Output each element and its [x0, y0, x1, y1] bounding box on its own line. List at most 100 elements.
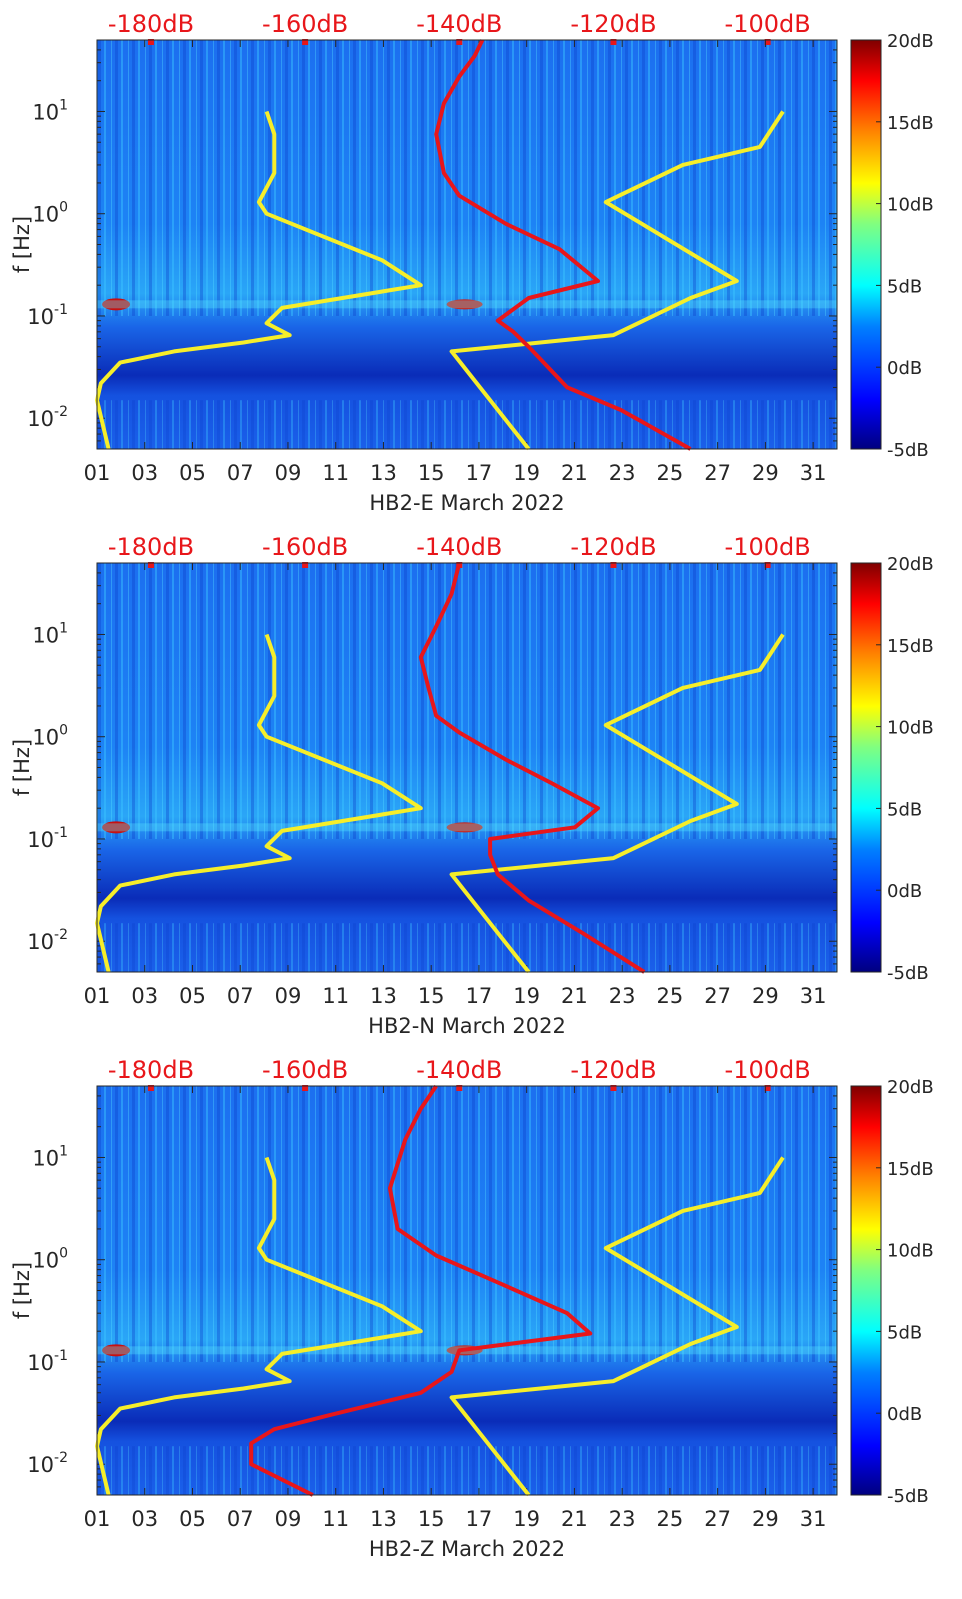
x-tick-label: 19	[513, 461, 540, 485]
colorbar	[850, 1085, 882, 1496]
spectrogram-texture	[97, 923, 837, 972]
x-tick-label: 09	[275, 1507, 302, 1531]
x-tick-label: 21	[561, 461, 588, 485]
x-tick-label: 31	[800, 984, 827, 1008]
x-tick-label: 11	[322, 984, 349, 1008]
x-tick-label: 09	[275, 461, 302, 485]
x-tick-label: 27	[704, 1507, 731, 1531]
x-tick-label: 13	[370, 461, 397, 485]
x-tick-label: 19	[513, 984, 540, 1008]
colorbar-tick-label: 20dB	[887, 31, 934, 52]
x-tick-label: 29	[752, 984, 779, 1008]
x-tick-label: 19	[513, 1507, 540, 1531]
x-tick-label: 17	[466, 1507, 493, 1531]
top-axis-tick	[610, 562, 617, 568]
top-axis-tick	[147, 39, 154, 45]
x-axis-label: HB2-N March 2022	[368, 1014, 566, 1038]
x-tick-label: 25	[657, 461, 684, 485]
x-axis-label: HB2-Z March 2022	[369, 1537, 565, 1561]
x-tick-label: 05	[179, 984, 206, 1008]
colorbar-tick-label: 20dB	[887, 1077, 934, 1098]
y-tick-label: 100	[32, 723, 68, 750]
x-tick-label: 31	[800, 1507, 827, 1531]
x-tick-label: 07	[227, 984, 254, 1008]
top-axis-tick	[610, 39, 617, 45]
x-tick-label: 29	[752, 461, 779, 485]
x-tick-label: 03	[131, 1507, 158, 1531]
microseism-hotspot	[102, 1344, 131, 1357]
colorbar-tick-label: 5dB	[887, 799, 922, 820]
colorbar-tick-label: 10dB	[887, 195, 934, 216]
colorbar-tick-label: 15dB	[887, 113, 934, 134]
top-axis-tick	[764, 1085, 771, 1091]
x-tick-label: 07	[227, 1507, 254, 1531]
y-axis-label: f [Hz]	[10, 739, 34, 796]
x-tick-label: 29	[752, 1507, 779, 1531]
top-axis-db-label: -140dB	[416, 1056, 502, 1084]
colorbar	[850, 39, 882, 450]
colorbar-tick-label: 0dB	[887, 881, 922, 902]
y-tick-label: 100	[32, 200, 68, 227]
spectrogram-panel: -180dB -160dB -140dB -120dB -100dB 10-2 10-1 10…	[10, 1056, 934, 1561]
top-axis-tick	[456, 1085, 463, 1091]
y-tick-label: 10-1	[27, 302, 68, 329]
x-tick-label: 13	[370, 984, 397, 1008]
y-tick-label: 10-1	[27, 825, 68, 852]
x-tick-label: 01	[84, 461, 111, 485]
x-tick-label: 15	[418, 984, 445, 1008]
x-tick-label: 03	[131, 984, 158, 1008]
spectrogram-panel: -180dB -160dB -140dB -120dB -100dB 10-2 10-1 10…	[10, 533, 934, 1038]
colorbar-tick-label: 0dB	[887, 358, 922, 379]
colorbar-tick-label: 5dB	[887, 276, 922, 297]
x-tick-label: 11	[322, 1507, 349, 1531]
y-tick-label: 101	[32, 620, 68, 647]
colorbar-tick-label: -5dB	[887, 1486, 929, 1507]
colorbar-tick-label: -5dB	[887, 440, 929, 461]
top-axis-db-label: -120dB	[570, 1056, 656, 1084]
top-axis-tick	[764, 39, 771, 45]
x-tick-label: 05	[179, 461, 206, 485]
microseism-hotspot	[102, 821, 131, 834]
plot-frame	[96, 562, 838, 973]
top-axis-tick	[610, 1085, 617, 1091]
x-tick-label: 27	[704, 461, 731, 485]
top-axis-tick	[764, 562, 771, 568]
top-axis-tick	[302, 39, 309, 45]
x-tick-label: 27	[704, 984, 731, 1008]
top-axis-tick	[302, 1085, 309, 1091]
top-axis-db-label: -120dB	[570, 10, 656, 38]
top-axis-tick	[456, 39, 463, 45]
y-tick-label: 10-2	[27, 927, 68, 954]
colorbar	[850, 562, 882, 973]
microseism-band	[97, 823, 837, 832]
top-axis-db-label: -120dB	[570, 533, 656, 561]
y-tick-label: 101	[32, 97, 68, 124]
x-tick-label: 31	[800, 461, 827, 485]
microseism-band	[97, 300, 837, 309]
x-tick-label: 17	[466, 984, 493, 1008]
top-axis-db-label: -160dB	[262, 10, 348, 38]
x-axis-label: HB2-E March 2022	[369, 491, 564, 515]
colorbar-tick-label: 20dB	[887, 554, 934, 575]
series-line	[95, 110, 423, 450]
top-axis-tick	[147, 562, 154, 568]
x-tick-label: 05	[179, 1507, 206, 1531]
x-tick-label: 09	[275, 984, 302, 1008]
top-axis-db-label: -180dB	[108, 1056, 194, 1084]
colorbar-tick-label: 0dB	[887, 1404, 922, 1425]
x-tick-label: 17	[466, 461, 493, 485]
top-axis-db-label: -100dB	[725, 1056, 811, 1084]
x-tick-label: 15	[418, 1507, 445, 1531]
y-axis-label: f [Hz]	[10, 216, 34, 273]
top-axis-db-label: -100dB	[725, 10, 811, 38]
microseism-hotspot	[446, 822, 483, 833]
y-tick-label: 10-2	[27, 1450, 68, 1477]
series-line	[95, 633, 423, 973]
spectrogram-texture	[97, 1086, 837, 1362]
y-tick-label: 100	[32, 1246, 68, 1273]
top-axis-db-label: -140dB	[416, 10, 502, 38]
x-tick-label: 01	[84, 1507, 111, 1531]
y-axis-label: f [Hz]	[10, 1262, 34, 1319]
x-tick-label: 07	[227, 461, 254, 485]
